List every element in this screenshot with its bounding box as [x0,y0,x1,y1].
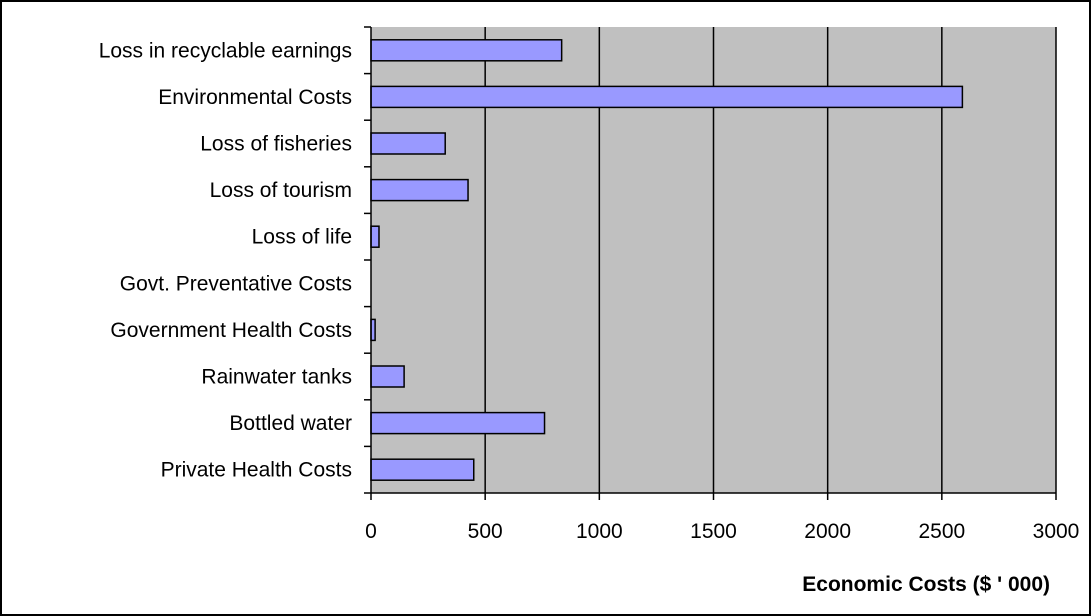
x-tick-label: 2500 [918,520,965,543]
x-tick-label: 1000 [576,520,623,543]
x-tick-label: 3000 [1033,520,1080,543]
category-label: Private Health Costs [161,459,352,482]
bar-rainwater-tanks [370,365,405,388]
category-label: Rainwater tanks [201,366,352,389]
category-labels: Loss in recyclable earnings Environmental… [99,39,352,481]
bar-bottled-water [370,411,546,435]
bar-loss-of-fisheries [370,132,446,155]
category-label: Bottled water [229,412,352,435]
category-label: Loss in recyclable earnings [99,39,352,62]
bar-loss-in-recyclable-earnings [370,39,563,62]
category-label: Environmental Costs [158,86,352,109]
category-label: Govt. Preventative Costs [120,272,352,295]
category-label: Loss of tourism [210,179,352,202]
x-tick-label: 2000 [804,520,851,543]
x-tick-label: 500 [468,520,503,543]
x-axis-title: Economic Costs ($ ' 000) [802,573,1050,596]
x-tick-label: 1500 [690,520,737,543]
category-label: Government Health Costs [110,319,352,342]
axes [364,26,1057,500]
category-label: Loss of life [252,226,352,249]
bar-private-health-costs [370,458,475,481]
tick-labels: 0 500 1000 1500 2000 2500 3000 [365,520,1079,543]
x-tick-label: 0 [365,520,377,543]
bar-loss-of-tourism [370,178,469,202]
bar-environmental-costs [370,85,964,109]
bar-loss-of-life [370,225,380,248]
category-label: Loss of fisheries [200,133,352,156]
bars [370,39,964,481]
